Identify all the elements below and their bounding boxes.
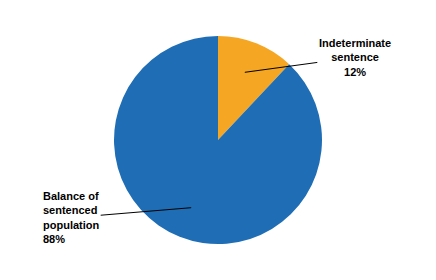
- svg-text:Indeterminatesentence12%: Indeterminatesentence12%: [319, 37, 391, 78]
- svg-text:Balance ofsentencedpopulation8: Balance ofsentencedpopulation88%: [43, 190, 99, 245]
